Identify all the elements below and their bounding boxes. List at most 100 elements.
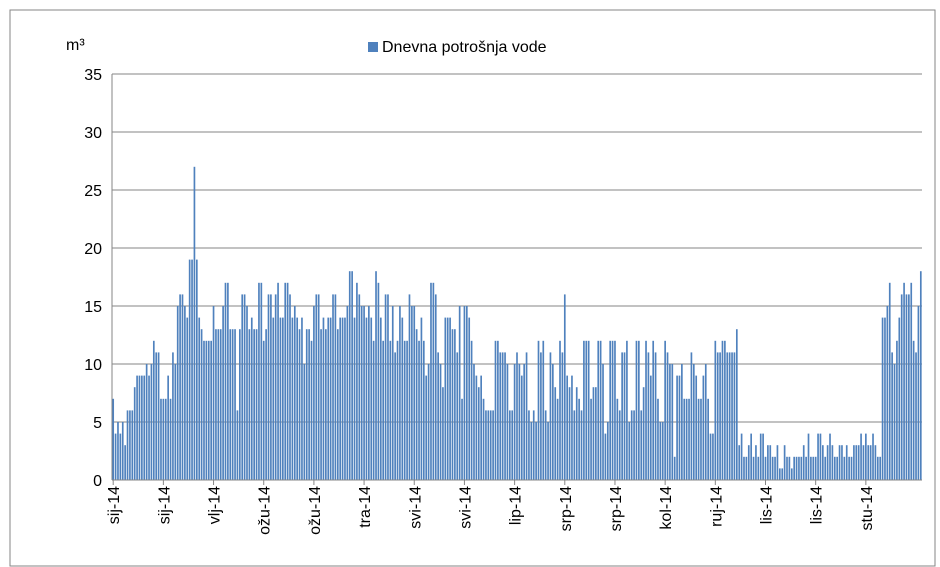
bar bbox=[267, 294, 270, 480]
bar bbox=[838, 445, 841, 480]
bar bbox=[427, 364, 430, 480]
bar bbox=[475, 375, 478, 480]
bar bbox=[497, 340, 499, 480]
bar bbox=[767, 445, 769, 480]
bar bbox=[351, 271, 353, 480]
bar bbox=[439, 364, 442, 480]
bar bbox=[544, 410, 547, 480]
bar bbox=[759, 433, 762, 480]
bar bbox=[234, 329, 236, 480]
bar bbox=[310, 340, 313, 480]
bar bbox=[898, 317, 901, 480]
bar bbox=[296, 317, 299, 480]
y-tick-label: 10 bbox=[84, 357, 102, 374]
bar bbox=[126, 410, 129, 480]
bar bbox=[167, 375, 169, 480]
bar bbox=[532, 410, 535, 480]
bar bbox=[833, 456, 836, 480]
bar bbox=[470, 340, 473, 480]
bar bbox=[602, 364, 604, 480]
bar bbox=[520, 375, 523, 480]
bar bbox=[179, 294, 181, 480]
bar bbox=[869, 445, 872, 480]
bar bbox=[647, 352, 650, 480]
bar bbox=[537, 340, 540, 480]
bar bbox=[630, 410, 633, 480]
bar bbox=[463, 306, 466, 480]
bar bbox=[136, 375, 138, 480]
bar bbox=[836, 456, 839, 480]
bar bbox=[728, 352, 731, 480]
bar bbox=[422, 340, 425, 480]
bar bbox=[420, 317, 423, 480]
bar bbox=[719, 352, 721, 480]
bar bbox=[365, 317, 368, 480]
bar bbox=[456, 352, 459, 480]
bar bbox=[783, 445, 786, 480]
bar bbox=[740, 433, 743, 480]
bar bbox=[363, 306, 365, 480]
bar bbox=[138, 375, 141, 480]
legend-label: Dnevna potrošnja vode bbox=[382, 39, 547, 56]
bar bbox=[843, 456, 846, 480]
bar bbox=[865, 433, 867, 480]
bar bbox=[618, 410, 621, 480]
x-tick-label: srp-14 bbox=[558, 486, 575, 531]
bar bbox=[279, 317, 282, 480]
bar bbox=[449, 317, 451, 480]
bar bbox=[649, 375, 652, 480]
bar bbox=[810, 456, 812, 480]
bar bbox=[458, 306, 461, 480]
bar bbox=[917, 306, 920, 480]
x-tick-label: tra-14 bbox=[357, 486, 374, 528]
bar bbox=[454, 329, 456, 480]
bar bbox=[255, 329, 258, 480]
bar bbox=[908, 294, 910, 480]
bar bbox=[518, 364, 521, 480]
bar bbox=[274, 294, 277, 480]
bar bbox=[451, 329, 454, 480]
y-tick-label: 0 bbox=[93, 473, 102, 490]
bar bbox=[853, 445, 855, 480]
bar bbox=[829, 433, 831, 480]
bar bbox=[327, 317, 330, 480]
bar bbox=[277, 282, 279, 480]
bar bbox=[399, 306, 401, 480]
bar bbox=[408, 294, 411, 480]
bar bbox=[325, 329, 327, 480]
bar bbox=[272, 317, 275, 480]
bar bbox=[747, 445, 750, 480]
bar bbox=[814, 456, 817, 480]
bar bbox=[487, 410, 490, 480]
bar bbox=[112, 398, 115, 480]
bar bbox=[805, 456, 807, 480]
bar bbox=[762, 433, 764, 480]
bar bbox=[114, 433, 117, 480]
y-tick-label: 15 bbox=[84, 299, 102, 316]
bar bbox=[332, 294, 334, 480]
bar bbox=[501, 352, 504, 480]
x-tick-label: ožu-14 bbox=[307, 486, 324, 535]
bar bbox=[850, 456, 853, 480]
bar bbox=[238, 329, 241, 480]
bar bbox=[867, 445, 870, 480]
bar bbox=[860, 433, 862, 480]
bar bbox=[726, 352, 729, 480]
bar bbox=[391, 306, 394, 480]
bar bbox=[370, 317, 373, 480]
bar bbox=[795, 456, 798, 480]
bar bbox=[707, 398, 709, 480]
bar bbox=[253, 329, 256, 480]
bar bbox=[611, 340, 614, 480]
bar bbox=[195, 259, 198, 480]
bar bbox=[606, 422, 609, 480]
bar bbox=[597, 340, 600, 480]
bar bbox=[716, 352, 719, 480]
bar bbox=[822, 445, 824, 480]
bar bbox=[893, 364, 896, 480]
bar bbox=[506, 364, 509, 480]
bar bbox=[547, 422, 549, 480]
bar bbox=[704, 364, 707, 480]
bar bbox=[688, 398, 690, 480]
bar bbox=[831, 445, 834, 480]
